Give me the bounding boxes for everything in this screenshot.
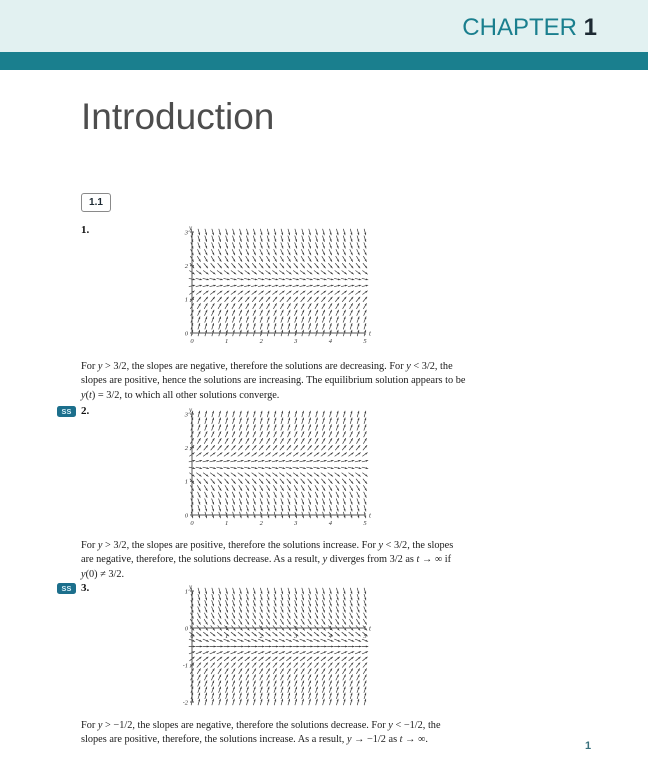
svg-text:3: 3 bbox=[293, 633, 298, 640]
svg-text:t: t bbox=[369, 624, 372, 632]
svg-text:-2: -2 bbox=[183, 699, 189, 706]
svg-text:5: 5 bbox=[363, 338, 367, 345]
svg-text:y: y bbox=[188, 583, 193, 591]
svg-text:3: 3 bbox=[293, 520, 298, 527]
svg-text:1: 1 bbox=[185, 588, 188, 595]
svg-text:0: 0 bbox=[185, 330, 189, 337]
svg-text:0: 0 bbox=[190, 338, 194, 345]
svg-text:1: 1 bbox=[225, 633, 228, 640]
svg-text:3: 3 bbox=[184, 229, 189, 236]
svg-text:3: 3 bbox=[184, 411, 189, 418]
svg-text:2: 2 bbox=[260, 338, 264, 345]
svg-text:4: 4 bbox=[329, 520, 333, 527]
svg-text:0: 0 bbox=[190, 520, 194, 527]
svg-text:2: 2 bbox=[260, 520, 264, 527]
svg-text:-1: -1 bbox=[183, 662, 188, 669]
svg-text:t: t bbox=[369, 329, 372, 337]
svg-text:1: 1 bbox=[185, 479, 188, 486]
svg-text:5: 5 bbox=[363, 520, 367, 527]
svg-text:2: 2 bbox=[260, 633, 264, 640]
svg-text:0: 0 bbox=[185, 512, 189, 519]
svg-text:2: 2 bbox=[185, 263, 189, 270]
svg-text:y: y bbox=[188, 224, 193, 232]
svg-text:0: 0 bbox=[190, 633, 194, 640]
svg-text:5: 5 bbox=[363, 633, 367, 640]
svg-text:2: 2 bbox=[185, 445, 189, 452]
svg-text:1: 1 bbox=[185, 297, 188, 304]
svg-text:4: 4 bbox=[329, 338, 333, 345]
svg-text:t: t bbox=[369, 511, 372, 519]
svg-text:0: 0 bbox=[185, 625, 189, 632]
svg-text:1: 1 bbox=[225, 520, 228, 527]
svg-text:4: 4 bbox=[329, 633, 333, 640]
svg-text:1: 1 bbox=[225, 338, 228, 345]
svg-text:3: 3 bbox=[293, 338, 298, 345]
